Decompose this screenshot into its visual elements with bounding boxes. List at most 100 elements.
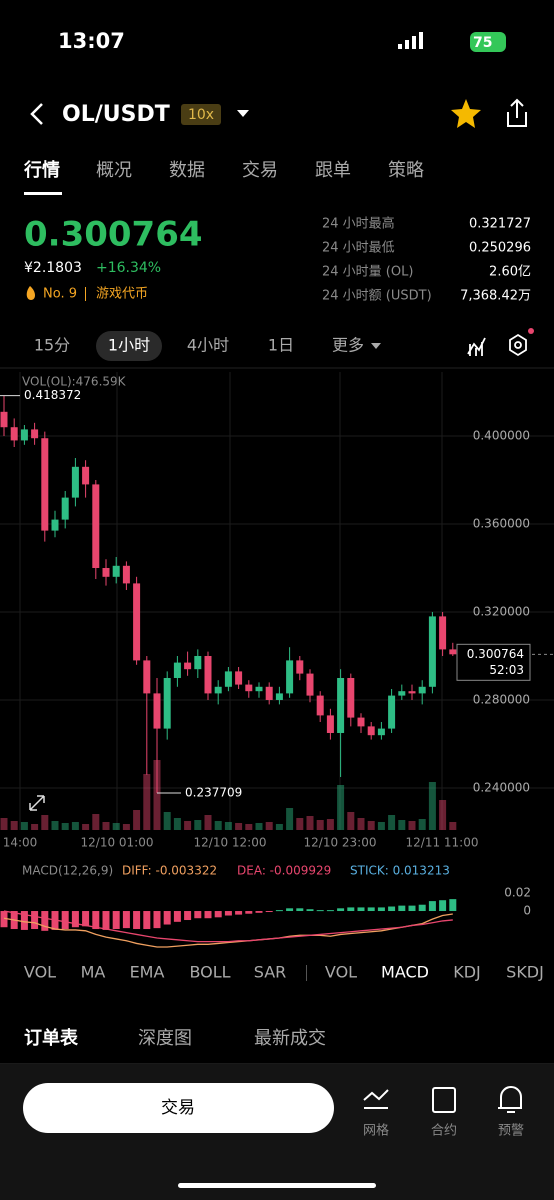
volume-bar	[214, 821, 222, 830]
tab[interactable]: 跟单	[315, 160, 351, 181]
indicator[interactable]: MA	[81, 963, 106, 982]
alert-icon[interactable]	[498, 1086, 522, 1113]
volume-bar	[10, 821, 18, 830]
x-tick-label: 12/10 23:00	[304, 836, 377, 850]
volume-bar	[265, 822, 273, 830]
volume-bar	[102, 822, 110, 830]
indicator[interactable]: KDJ	[453, 963, 481, 982]
home-indicator	[178, 1183, 376, 1188]
countdown: 52:03	[489, 663, 524, 677]
leverage-badge	[181, 104, 221, 125]
candle-body	[184, 662, 192, 670]
grid-icon[interactable]	[363, 1089, 389, 1109]
cny-price: ¥2.1803	[24, 260, 82, 276]
volume-bar	[0, 818, 8, 830]
indicator-icon[interactable]	[467, 337, 486, 356]
candle-body	[265, 686, 273, 700]
y-tick-label: 0.280000	[473, 692, 530, 706]
indicator[interactable]: VOL	[325, 963, 357, 982]
more-caret	[371, 343, 381, 349]
interval[interactable]: 更多	[332, 336, 364, 355]
macd-tick-label: 0.02	[504, 886, 531, 900]
macd-bar	[347, 907, 355, 912]
volume-bar	[275, 824, 283, 830]
indicator[interactable]: EMA	[130, 963, 165, 982]
macd-bar	[306, 909, 314, 912]
macd-bar	[439, 900, 447, 912]
macd-bar	[408, 905, 416, 912]
volume-bar	[388, 815, 396, 830]
tab[interactable]: 交易	[242, 160, 278, 181]
candle-body	[204, 655, 212, 694]
macd-bar	[357, 907, 365, 912]
indicator[interactable]: SKDJ	[506, 963, 544, 982]
favorite[interactable]	[451, 99, 481, 128]
candle-body	[439, 616, 447, 650]
bottom-tab[interactable]: 最新成交	[254, 1028, 326, 1049]
trade-button[interactable]	[23, 1083, 334, 1133]
indicator[interactable]: BOLL	[189, 963, 230, 982]
volume-bar	[61, 823, 69, 830]
bottom-tab[interactable]: 深度图	[138, 1028, 192, 1049]
volume-bar	[82, 824, 90, 830]
x-tick-label: 12/10 01:00	[81, 836, 154, 850]
candle-body	[428, 616, 436, 687]
interval[interactable]: 1日	[268, 336, 294, 355]
macd-bar	[418, 904, 426, 912]
macd-bar	[235, 911, 243, 915]
candle-body	[296, 660, 304, 674]
tab[interactable]: 行情	[23, 159, 60, 181]
signal	[398, 32, 423, 49]
macd-bar	[224, 911, 232, 916]
interval[interactable]: 1小时	[108, 336, 150, 355]
bottom-tab[interactable]: 订单表	[24, 1027, 79, 1049]
indicator[interactable]: SAR	[254, 963, 287, 982]
volume-bar	[316, 820, 324, 830]
candle-body	[388, 695, 396, 729]
volume-bar	[133, 810, 141, 830]
interval[interactable]: 15分	[34, 336, 70, 355]
y-tick-label: 0.320000	[473, 604, 530, 618]
contract-icon[interactable]	[432, 1087, 456, 1113]
macd-bar	[112, 911, 120, 930]
badge	[528, 328, 534, 334]
candle-body	[20, 429, 28, 441]
macd-bar	[245, 911, 253, 914]
rank: No. 9	[43, 287, 77, 302]
tab[interactable]: 概况	[96, 160, 132, 181]
interval[interactable]: 4小时	[187, 336, 229, 355]
candle-body	[245, 684, 253, 692]
tab[interactable]: 数据	[169, 160, 205, 181]
volume-bar	[367, 821, 375, 830]
x-tick-label: 12/10 12:00	[194, 836, 267, 850]
trade-label: 交易	[161, 1098, 195, 1118]
macd-bar	[337, 908, 345, 912]
volume-bar	[51, 821, 59, 830]
macd-bar	[214, 911, 222, 918]
back[interactable]	[30, 103, 43, 125]
candle-body	[214, 686, 222, 694]
settings[interactable]	[509, 333, 527, 357]
fullscreen[interactable]	[29, 795, 45, 811]
macd-bar	[143, 911, 151, 930]
stat-value: 0.321727	[469, 217, 531, 232]
indicator[interactable]: VOL	[24, 963, 56, 982]
stat-label: 24 小时额 (USDT)	[322, 289, 432, 304]
volume-bar	[347, 812, 355, 830]
macd-bar	[265, 911, 273, 913]
macd-bar	[133, 911, 141, 930]
last-price-box	[456, 643, 531, 681]
macd-bar	[173, 911, 181, 922]
share[interactable]	[507, 98, 527, 127]
volume-bar	[296, 818, 304, 830]
volume-bar	[41, 815, 49, 830]
macd-bar	[102, 911, 110, 930]
dropdown[interactable]	[237, 110, 249, 117]
candle-body	[306, 673, 314, 696]
tab[interactable]: 策略	[388, 160, 424, 181]
candle-body	[82, 466, 90, 485]
indicator[interactable]: MACD	[381, 963, 429, 982]
settings-dot	[514, 341, 522, 349]
macd-bar	[31, 911, 39, 930]
volume-bar	[449, 822, 457, 830]
